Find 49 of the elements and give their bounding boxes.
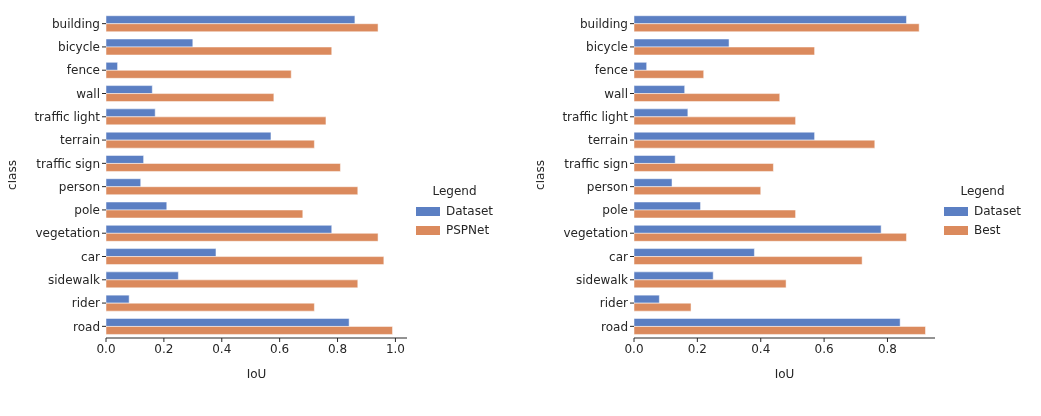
x-tick-label: 0.2	[154, 341, 174, 356]
y-tick-label: rider	[599, 296, 629, 311]
x-axis-title: IoU	[774, 367, 795, 381]
x-tick-label: 0.6	[270, 341, 290, 356]
x-tick-label: 0.8	[327, 341, 348, 356]
y-tick-label: traffic sign	[36, 156, 100, 171]
y-tick-label: vegetation	[35, 226, 100, 241]
y-tick-label: car	[81, 249, 101, 264]
legend-label: Dataset	[974, 204, 1021, 218]
y-tick-label: vegetation	[563, 226, 628, 241]
x-tick-label: 0.4	[751, 341, 771, 356]
x-tick-label: 0.4	[212, 341, 232, 356]
y-tick-label: road	[73, 319, 100, 334]
y-tick-label: person	[58, 179, 100, 194]
y-tick-label: traffic sign	[564, 156, 628, 171]
x-tick-label: 0.0	[96, 341, 116, 356]
x-axis-title: IoU	[246, 367, 267, 381]
y-tick-label: traffic light	[34, 110, 101, 125]
y-tick-label: bicycle	[586, 40, 628, 55]
y-tick-label: wall	[604, 86, 628, 101]
y-axis-title: class	[533, 160, 548, 190]
x-tick-label: 0.2	[687, 341, 707, 356]
legend-label: Dataset	[446, 204, 493, 218]
legend-label: Best	[974, 223, 1001, 237]
legend-label: PSPNet	[446, 223, 490, 237]
y-tick-label: traffic light	[562, 110, 629, 125]
x-tick-label: 0.0	[624, 341, 644, 356]
y-tick-label: pole	[602, 203, 628, 218]
y-tick-label: terrain	[587, 133, 628, 148]
y-tick-label: building	[579, 16, 628, 31]
y-tick-label: sidewalk	[575, 273, 629, 288]
y-tick-label: person	[586, 179, 628, 194]
y-tick-label: building	[51, 16, 100, 31]
y-tick-label: terrain	[59, 133, 100, 148]
y-tick-label: fence	[66, 63, 100, 78]
y-tick-label: sidewalk	[47, 273, 101, 288]
y-tick-label: bicycle	[58, 40, 100, 55]
x-tick-label: 0.6	[814, 341, 834, 356]
y-tick-label: pole	[74, 203, 100, 218]
y-tick-label: rider	[71, 296, 101, 311]
x-tick-label: 1.0	[385, 341, 405, 356]
y-tick-label: road	[601, 319, 628, 334]
legend-title: Legend	[431, 184, 478, 198]
y-axis-title: class	[5, 160, 20, 190]
y-tick-label: car	[609, 249, 629, 264]
y-tick-label: fence	[594, 63, 628, 78]
x-tick-label: 0.8	[877, 341, 898, 356]
y-tick-label: wall	[76, 86, 100, 101]
legend-title: Legend	[959, 184, 1006, 198]
